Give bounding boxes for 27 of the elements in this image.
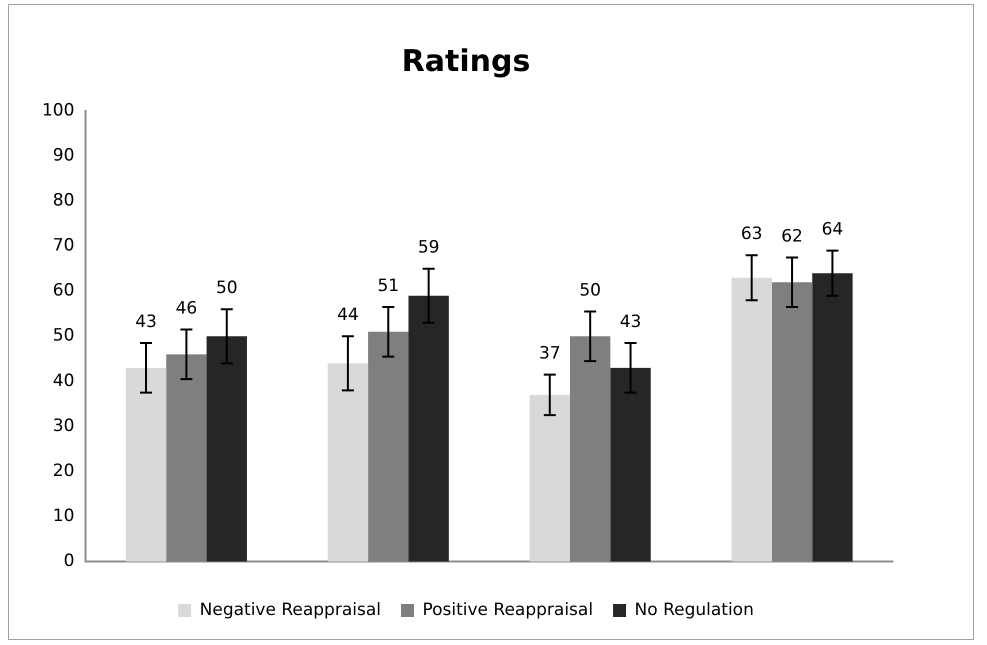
data-label: 43 xyxy=(620,312,642,332)
legend-label: Positive Reappraisal xyxy=(422,600,594,620)
y-tick-label: 0 xyxy=(64,551,74,572)
data-label: 64 xyxy=(822,220,844,240)
data-label: 37 xyxy=(538,344,561,364)
data-label: 43 xyxy=(135,312,157,332)
legend-label: No Regulation xyxy=(634,600,754,620)
data-label: 44 xyxy=(337,305,359,326)
y-tick-label: 90 xyxy=(52,145,74,166)
y-tick-label: 20 xyxy=(52,460,74,481)
data-label: 59 xyxy=(418,238,440,258)
data-label: 51 xyxy=(377,276,400,296)
data-label: 46 xyxy=(176,298,198,318)
data-label: 62 xyxy=(781,226,803,246)
legend-label: Negative Reappraisal xyxy=(200,600,381,620)
y-tick-label: 60 xyxy=(52,280,74,301)
y-tick-label: 80 xyxy=(52,190,74,211)
y-tick-label: 100 xyxy=(42,100,74,120)
y-tick-label: 10 xyxy=(52,506,74,526)
y-tick-label: 30 xyxy=(52,416,74,436)
data-label: 63 xyxy=(740,224,762,244)
y-tick-label: 50 xyxy=(52,326,74,346)
y-tick-label: 40 xyxy=(52,370,74,391)
chart-title: Ratings xyxy=(402,44,530,79)
y-tick-label: 70 xyxy=(52,236,74,256)
data-label: 50 xyxy=(579,280,601,300)
data-label: 50 xyxy=(216,278,238,298)
